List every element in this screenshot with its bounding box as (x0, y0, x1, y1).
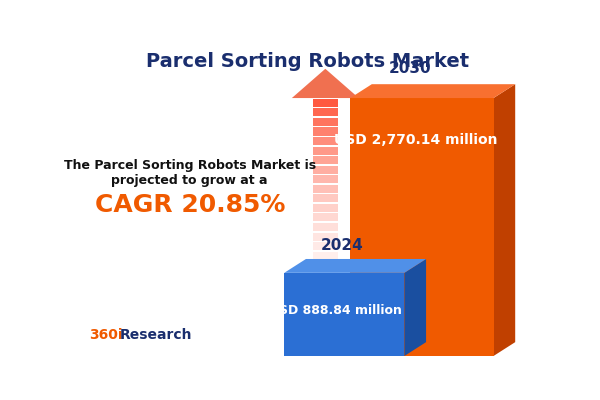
Bar (313, 185, 338, 193)
Polygon shape (493, 84, 515, 356)
Polygon shape (292, 69, 359, 98)
Bar (313, 175, 338, 183)
Bar (313, 223, 338, 231)
Text: projected to grow at a: projected to grow at a (112, 174, 268, 187)
Bar (313, 252, 338, 260)
Bar (350, 98, 493, 356)
Text: USD 2,770.14 million: USD 2,770.14 million (334, 134, 498, 148)
Text: USD 888.84 million: USD 888.84 million (269, 304, 403, 317)
Bar (313, 108, 338, 116)
Bar (313, 99, 338, 107)
Bar (313, 204, 338, 212)
Bar (313, 194, 338, 202)
Polygon shape (404, 259, 426, 356)
Text: 2030: 2030 (389, 62, 431, 76)
Text: Research: Research (120, 328, 193, 342)
Text: 360i: 360i (89, 328, 122, 342)
Bar (313, 242, 338, 250)
Polygon shape (284, 259, 426, 273)
Bar (313, 137, 338, 145)
Bar (313, 214, 338, 222)
Text: 2024: 2024 (320, 238, 363, 253)
Bar (313, 232, 338, 241)
Bar (313, 271, 338, 279)
Bar (284, 273, 404, 356)
Bar (313, 280, 338, 288)
Bar (313, 146, 338, 155)
Polygon shape (350, 84, 515, 98)
Bar (313, 261, 338, 269)
Bar (313, 300, 338, 308)
Text: Parcel Sorting Robots Market: Parcel Sorting Robots Market (146, 52, 469, 70)
Bar (313, 290, 338, 298)
Bar (313, 166, 338, 174)
Text: CAGR 20.85%: CAGR 20.85% (95, 193, 285, 217)
Text: The Parcel Sorting Robots Market is: The Parcel Sorting Robots Market is (64, 158, 316, 172)
Bar (313, 128, 338, 136)
Bar (313, 118, 338, 126)
Bar (313, 156, 338, 164)
